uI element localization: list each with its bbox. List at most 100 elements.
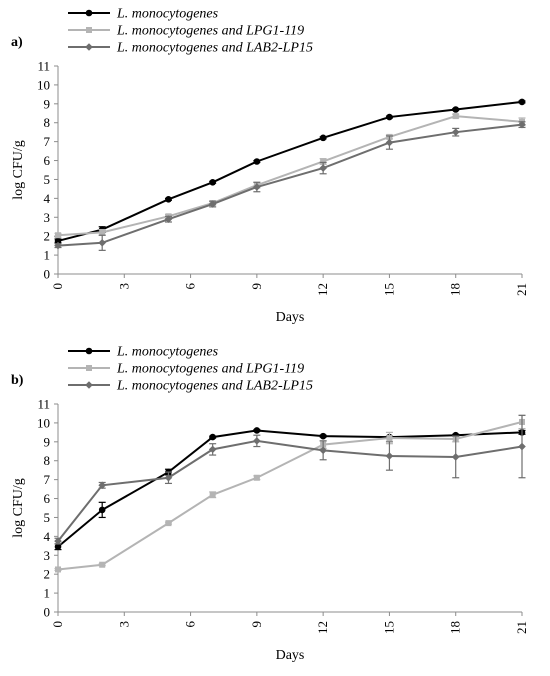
y-tick-label: 5	[44, 172, 51, 187]
y-tick-label: 9	[44, 96, 51, 111]
data-point	[518, 442, 526, 451]
legend-swatch-marker	[85, 43, 93, 51]
x-tick-label: 9	[249, 283, 264, 290]
series-1	[54, 98, 526, 245]
y-tick-label: 11	[37, 59, 50, 74]
data-point	[451, 128, 460, 136]
y-tick-label: 3	[44, 210, 51, 225]
data-point	[385, 452, 394, 460]
data-point	[451, 453, 460, 461]
y-tick-label: 7	[44, 472, 51, 487]
y-axis-title: log CFU/g	[11, 140, 26, 200]
y-tick-label: 0	[44, 605, 51, 620]
data-point	[253, 427, 261, 434]
y-tick-label: 1	[44, 586, 51, 601]
data-point	[54, 543, 62, 551]
x-tick-label: 12	[315, 621, 330, 634]
legend-swatch-marker	[86, 27, 92, 33]
x-tick-label: 6	[183, 283, 198, 290]
y-tick-label: 3	[44, 548, 51, 563]
y-axis-title: log CFU/g	[11, 478, 26, 538]
data-point	[55, 566, 61, 573]
data-point	[320, 158, 327, 165]
y-tick-label: 6	[44, 153, 51, 168]
x-tick-label: 0	[50, 621, 65, 628]
series-line	[57, 429, 523, 548]
data-point	[98, 239, 106, 247]
x-tick-label: 6	[183, 621, 198, 628]
y-tick-label: 4	[44, 191, 51, 206]
legend: L. monocytogenes L. monocytogenes and LPG…	[68, 345, 313, 394]
series-2	[54, 414, 526, 573]
legend-entry: L. monocytogenes and LPG1-119	[116, 24, 304, 39]
legend-swatch-marker	[85, 9, 93, 17]
y-tick-label: 10	[37, 415, 50, 430]
data-point	[518, 98, 526, 106]
data-point	[164, 473, 173, 482]
legend-swatch-marker	[85, 381, 93, 389]
x-tick-label: 15	[381, 621, 396, 634]
x-tick-label: 12	[315, 283, 330, 296]
data-point	[253, 158, 261, 165]
data-point	[253, 474, 260, 481]
data-point	[55, 232, 61, 239]
data-point	[319, 134, 327, 142]
y-tick-label: 2	[44, 229, 51, 244]
panel-label: b)	[11, 373, 24, 388]
legend-swatch-marker	[86, 365, 92, 371]
x-tick-label: 21	[514, 621, 529, 634]
data-point	[385, 138, 394, 147]
data-point	[319, 164, 327, 172]
x-tick-label: 18	[448, 621, 463, 634]
data-point	[54, 241, 62, 250]
legend-entry: L. monocytogenes and LPG1-119	[116, 362, 304, 377]
data-point	[253, 183, 261, 191]
data-point	[386, 113, 393, 121]
data-point	[209, 491, 216, 498]
y-tick-label: 8	[44, 453, 51, 468]
data-point	[164, 215, 173, 223]
series-line	[57, 123, 523, 247]
series-line	[57, 100, 523, 242]
x-axis-title: Days	[276, 648, 305, 663]
x-tick-label: 0	[50, 283, 65, 290]
data-point	[54, 537, 62, 545]
data-point	[518, 120, 526, 129]
series-3	[54, 120, 526, 251]
legend-entry: L. monocytogenes and LAB2-LP15	[116, 379, 313, 394]
y-tick-label: 4	[44, 529, 51, 544]
data-point	[209, 178, 216, 186]
y-tick-label: 8	[44, 115, 51, 130]
x-tick-label: 21	[514, 283, 529, 296]
panel-label: a)	[11, 35, 23, 50]
data-point	[452, 106, 460, 113]
data-point	[319, 432, 327, 440]
y-tick-label: 5	[44, 510, 51, 525]
y-tick-label: 6	[44, 491, 51, 506]
data-point	[208, 445, 217, 454]
data-point	[99, 561, 106, 568]
y-tick-label: 2	[44, 567, 51, 582]
series-3	[54, 414, 526, 545]
legend: L. monocytogenes L. monocytogenes and LPG…	[68, 7, 313, 56]
legend-entry: L. monocytogenes	[116, 7, 219, 22]
data-point	[99, 229, 106, 236]
y-tick-label: 11	[37, 397, 50, 412]
x-axis-title: Days	[276, 310, 305, 325]
y-tick-label: 7	[44, 134, 51, 149]
x-tick-label: 15	[381, 283, 396, 296]
y-tick-label: 10	[37, 77, 50, 92]
data-point	[54, 237, 62, 245]
x-tick-label: 9	[249, 621, 264, 628]
data-point	[165, 520, 172, 527]
data-point	[98, 506, 106, 514]
data-point	[98, 481, 106, 490]
legend-entry: L. monocytogenes and LAB2-LP15	[116, 41, 313, 56]
y-tick-label: 9	[44, 434, 51, 449]
data-point	[208, 200, 217, 208]
data-point	[165, 196, 172, 203]
y-tick-label: 1	[44, 248, 51, 263]
